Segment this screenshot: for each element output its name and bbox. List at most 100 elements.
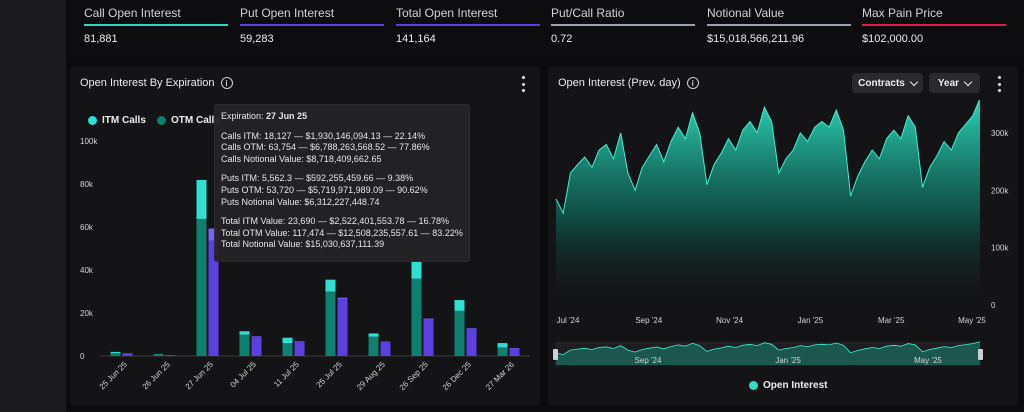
- stat-max-pain-price: Max Pain Price $102,000.00: [862, 6, 1006, 45]
- tooltip-total-otm: Total OTM Value: 117,474 — $12,508,235,5…: [221, 227, 463, 238]
- contracts-dropdown-label: Contracts: [858, 77, 905, 89]
- tooltip-expiration-label: Expiration:: [221, 111, 264, 121]
- bar-itm-puts: [466, 328, 477, 330]
- more-options-icon[interactable]: [996, 76, 1002, 92]
- bar-itm-puts: [337, 297, 348, 300]
- bar-itm-calls: [497, 343, 508, 348]
- bar-itm-calls: [110, 351, 121, 354]
- more-options-icon[interactable]: [520, 76, 526, 92]
- stat-value: 81,881: [84, 33, 118, 45]
- bar-itm-calls: [411, 261, 422, 279]
- bar-otm-calls: [497, 347, 508, 356]
- y-tick-label: 0: [80, 352, 85, 361]
- y-tick-label: 40k: [80, 266, 94, 275]
- bar-otm-puts: [466, 329, 477, 356]
- stat-label: Notional Value: [707, 6, 785, 20]
- panel-title-text: Open Interest By Expiration: [80, 77, 215, 89]
- x-tick-label: Jan '25: [798, 316, 824, 325]
- tooltip-expiration: Expiration: 27 Jun 25: [221, 111, 463, 123]
- stats-bar: Call Open Interest 81,881 Put Open Inter…: [66, 0, 1024, 60]
- navigator-tick-label: May '25: [914, 356, 942, 365]
- chevron-down-icon: [963, 77, 973, 86]
- x-tick-label: 26 Jun 25: [141, 360, 173, 392]
- bar-otm-calls: [454, 310, 465, 356]
- bar-otm-calls: [368, 336, 379, 356]
- tooltip-calls-notional: Calls Notional Value: $8,718,409,662.65: [221, 153, 382, 164]
- x-tick-label: 29 Aug 25: [355, 360, 387, 392]
- stat-label: Put/Call Ratio: [551, 6, 625, 20]
- legend-dot: [88, 116, 97, 125]
- x-tick-label: Sep '24: [635, 316, 662, 325]
- navigator-area: [556, 341, 980, 365]
- stat-value: $15,018,566,211.96: [707, 33, 805, 45]
- x-tick-label: 27 Jun 25: [184, 360, 216, 392]
- x-tick-label: Mar '25: [878, 316, 905, 325]
- tooltip-expiration-value: 27 Jun 25: [266, 111, 308, 121]
- legend-label: Open Interest: [763, 380, 828, 391]
- expiration-bar-chart: 0 20k 40k 60k 80k 100k 25 Jun 25 26 Jun 25 27 Ju…: [80, 137, 530, 393]
- x-tick-label: 26 Dec 25: [441, 360, 474, 393]
- chevron-down-icon: [909, 77, 919, 86]
- tooltip-total-itm: Total ITM Value: 23,690 — $2,522,401,553…: [221, 216, 449, 227]
- stat-underline: [862, 24, 1006, 26]
- open-interest-line: [555, 100, 980, 215]
- bar-otm-calls: [239, 334, 250, 356]
- bar-otm-puts: [122, 353, 133, 356]
- legend-dot: [749, 381, 758, 390]
- bar-itm-calls: [239, 331, 250, 335]
- legend-otm-calls[interactable]: OTM Calls: [157, 115, 220, 126]
- tooltip-calls-otm: Calls OTM: 63,754 — $6,788,263,568.52 — …: [221, 142, 430, 153]
- legend-open-interest[interactable]: Open Interest: [749, 380, 827, 391]
- expiration-tooltip: Expiration: 27 Jun 25 Calls ITM: 18,127 …: [214, 104, 470, 262]
- year-dropdown[interactable]: Year: [929, 73, 980, 93]
- navigator-line: [555, 341, 981, 356]
- bar-otm-puts: [423, 319, 434, 356]
- navigator-handle-right: [978, 349, 983, 360]
- stat-underline: [707, 24, 851, 26]
- stat-label: Call Open Interest: [84, 6, 181, 20]
- stat-put-call-ratio: Put/Call Ratio 0.72: [551, 6, 695, 45]
- bar-itm-puts: [294, 341, 305, 343]
- info-icon[interactable]: i: [220, 77, 233, 89]
- bar-otm-calls: [196, 218, 207, 356]
- x-tick-label: 25 Jun 25: [98, 360, 130, 392]
- y-tick-label: 200k: [991, 186, 1009, 195]
- stat-underline: [551, 24, 695, 26]
- bar-otm-puts: [380, 342, 391, 356]
- panel-title: Open Interest By Expiration i: [80, 77, 233, 89]
- bar-otm-calls: [153, 354, 164, 356]
- bar-otm-puts: [337, 299, 348, 356]
- x-tick-label: 26 Sep 25: [398, 360, 431, 393]
- stat-put-open-interest: Put Open Interest 59,283: [240, 6, 384, 45]
- tooltip-puts-otm: Puts OTM: 53,720 — $5,719,971,989.09 — 9…: [221, 184, 428, 195]
- contracts-dropdown[interactable]: Contracts: [852, 73, 923, 93]
- legend-itm-calls[interactable]: ITM Calls: [88, 115, 146, 126]
- stat-total-open-interest: Total Open Interest 141,164: [396, 6, 540, 45]
- x-tick-label: 27 Mar 26: [484, 360, 516, 392]
- y-tick-label: 100k: [80, 137, 98, 146]
- y-tick-label: 300k: [991, 129, 1009, 138]
- stat-underline: [240, 24, 384, 26]
- bar-itm-calls: [282, 337, 293, 344]
- open-interest-area-chart: 0 100k 200k 300k Jul '24 Sep '24 Nov '24 Jan '2…: [553, 100, 1009, 366]
- panel-title-text: Open Interest (Prev. day): [558, 77, 681, 89]
- x-tick-label: 11 Jul 25: [272, 360, 301, 389]
- legend-label: ITM Calls: [102, 115, 146, 126]
- bar-itm-calls: [325, 279, 336, 292]
- info-icon[interactable]: i: [686, 77, 699, 89]
- y-tick-label: 0: [991, 301, 996, 310]
- bar-itm-calls: [196, 179, 207, 219]
- legend-dot: [157, 116, 166, 125]
- tooltip-puts-notional: Puts Notional Value: $6,312,227,448.74: [221, 196, 380, 207]
- stat-underline: [396, 24, 540, 26]
- bar-otm-calls: [110, 353, 121, 356]
- x-tick-label: 04 Jul 25: [229, 360, 259, 390]
- bar-otm-puts: [251, 336, 262, 356]
- bar-otm-calls: [325, 291, 336, 356]
- stat-value: $102,000.00: [862, 33, 924, 45]
- panel-title: Open Interest (Prev. day) i: [558, 77, 699, 89]
- y-tick-label: 60k: [80, 223, 94, 232]
- y-tick-label: 80k: [80, 180, 94, 189]
- bar-otm-calls: [411, 278, 422, 356]
- bar-otm-puts: [509, 348, 520, 356]
